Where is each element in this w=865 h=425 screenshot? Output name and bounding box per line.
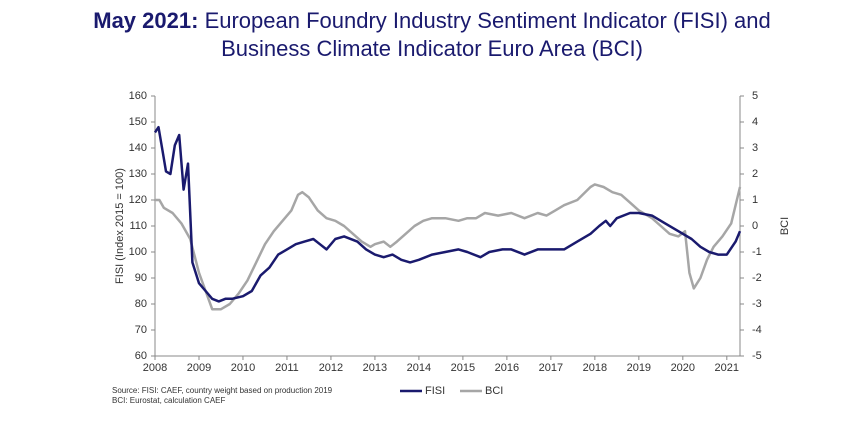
x-tick-label: 2014 [407,362,431,374]
y2-tick-label: 5 [752,90,758,102]
y-tick-label: 100 [129,246,147,258]
y-tick-label: 150 [129,116,147,128]
x-tick-label: 2011 [275,362,299,374]
title-line: European Foundry Industry Sentiment Indi… [205,8,771,33]
source-note: BCI: Eurostat, calculation CAEF [112,396,225,405]
series-line [153,125,742,303]
y2-tick-label: -5 [752,350,762,362]
series-line [155,183,742,311]
y2-tick-label: 3 [752,142,758,154]
y2-tick-label: -4 [752,324,762,336]
y-tick-label: 130 [129,168,147,180]
title-date: May 2021: [93,8,198,33]
y-axis-label: FISI (Index 2015 = 100) [114,168,126,284]
legend-label: BCI [485,385,503,397]
y2-tick-label: 0 [752,220,758,232]
y2-tick-label: 4 [752,116,758,128]
y-tick-label: 70 [135,324,147,336]
x-tick-label: 2010 [231,362,255,374]
x-tick-label: 2017 [539,362,563,374]
y-tick-label: 90 [135,272,147,284]
y-tick-label: 60 [135,350,147,362]
y2-axis-label: BCI [779,217,791,235]
x-tick-label: 2008 [143,362,167,374]
y-tick-label: 140 [129,142,147,154]
x-tick-label: 2021 [715,362,739,374]
source-note: Source: FISI: CAEF, country weight based… [112,386,333,395]
x-tick-label: 2009 [187,362,211,374]
x-tick-label: 2018 [583,362,607,374]
x-tick-label: 2015 [451,362,475,374]
y2-tick-label: -3 [752,298,762,310]
chart-title: Business Climate Indicator Euro Area (BC… [221,36,643,61]
y2-tick-label: -1 [752,246,762,258]
x-tick-label: 2020 [671,362,695,374]
legend-label: FISI [425,385,445,397]
chart-title: May 2021: European Foundry Industry Sent… [93,8,771,33]
x-tick-label: 2013 [363,362,387,374]
y-tick-label: 120 [129,194,147,206]
y2-tick-label: 1 [752,194,758,206]
x-tick-label: 2012 [319,362,343,374]
y-tick-label: 160 [129,90,147,102]
y-tick-label: 80 [135,298,147,310]
y-tick-label: 110 [129,220,147,232]
x-tick-label: 2019 [627,362,651,374]
y2-tick-label: -2 [752,272,762,284]
y2-tick-label: 2 [752,168,758,180]
x-tick-label: 2016 [495,362,519,374]
